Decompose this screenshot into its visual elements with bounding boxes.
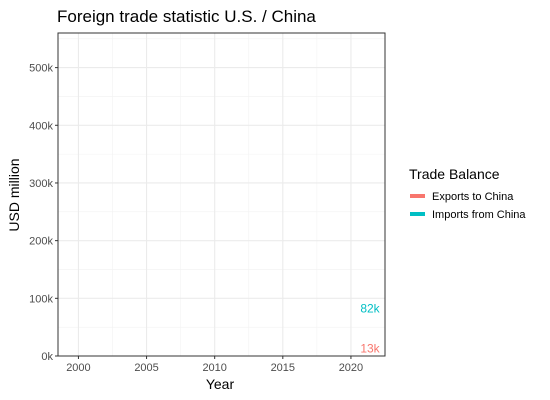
y-tick-label: 0k (41, 351, 53, 363)
x-tick-label: 2015 (271, 362, 295, 374)
end-label-0: 13k (360, 342, 380, 356)
legend: Trade Balance Exports to China Imports fr… (409, 166, 526, 221)
x-tick-label: 2020 (339, 362, 363, 374)
x-axis-title: Year (206, 376, 235, 392)
legend-title: Trade Balance (409, 166, 500, 182)
x-tick-label: 2000 (66, 362, 90, 374)
legend-label: Imports from China (432, 209, 526, 221)
y-axis: 0k 100k 200k 300k 400k 500k (29, 63, 58, 363)
chart-title: Foreign trade statistic U.S. / China (57, 7, 316, 26)
x-axis: 2000 2005 2010 2015 2020 (66, 356, 363, 374)
x-tick-label: 2005 (134, 362, 158, 374)
x-tick-label: 2010 (202, 362, 226, 374)
y-tick-label: 500k (29, 63, 53, 75)
y-tick-label: 200k (29, 236, 53, 248)
y-axis-title: USD million (6, 158, 22, 231)
y-tick-label: 400k (29, 120, 53, 132)
legend-label: Exports to China (432, 191, 514, 203)
grid-major (58, 33, 385, 357)
data-labels: 13k 82k (360, 302, 380, 356)
y-tick-label: 100k (29, 293, 53, 305)
plot-panel-border (57, 32, 386, 357)
grid-minor (58, 33, 385, 356)
y-tick-label: 300k (29, 178, 53, 190)
end-label-1: 82k (360, 302, 380, 316)
